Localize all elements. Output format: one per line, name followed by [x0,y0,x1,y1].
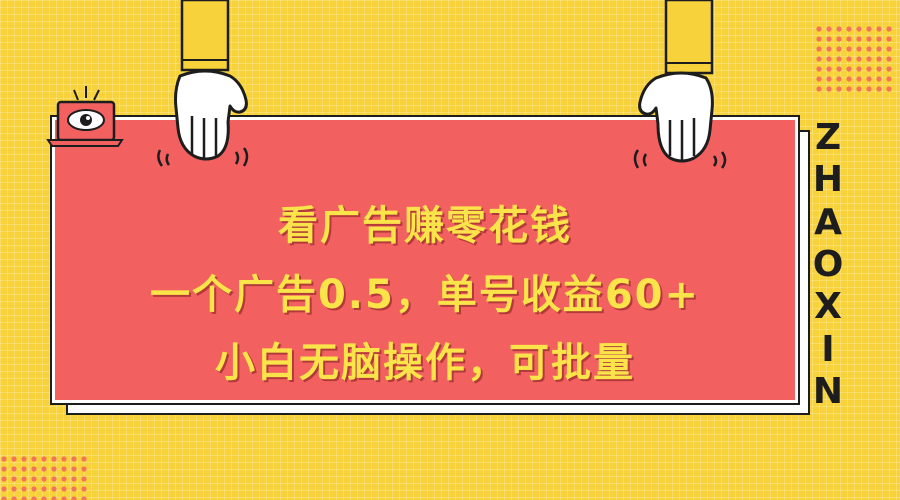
dot-pattern-bottom-left [0,455,90,500]
headline-line-1: 看广告赚零花钱 [278,203,572,249]
hand-icon [157,69,249,167]
headline-line-2: 一个广告0.5，单号收益60+ [149,272,701,318]
side-letter: Z [814,117,842,158]
side-letter: I [821,328,835,370]
hand-icon [633,71,727,169]
eye-icon [46,86,124,147]
left-arm [180,0,230,72]
headline-card [50,115,800,405]
dot-pattern-top-right [815,25,895,95]
side-letter: X [814,286,842,328]
side-brand-text: Z H A O X I N [806,120,850,410]
side-letter: A [814,201,842,243]
side-letter: N [812,370,844,412]
side-letter: O [812,243,844,285]
side-letter: H [812,159,844,201]
headline-line-3: 小白无脑操作，可批量 [215,340,635,386]
right-arm [664,0,714,75]
